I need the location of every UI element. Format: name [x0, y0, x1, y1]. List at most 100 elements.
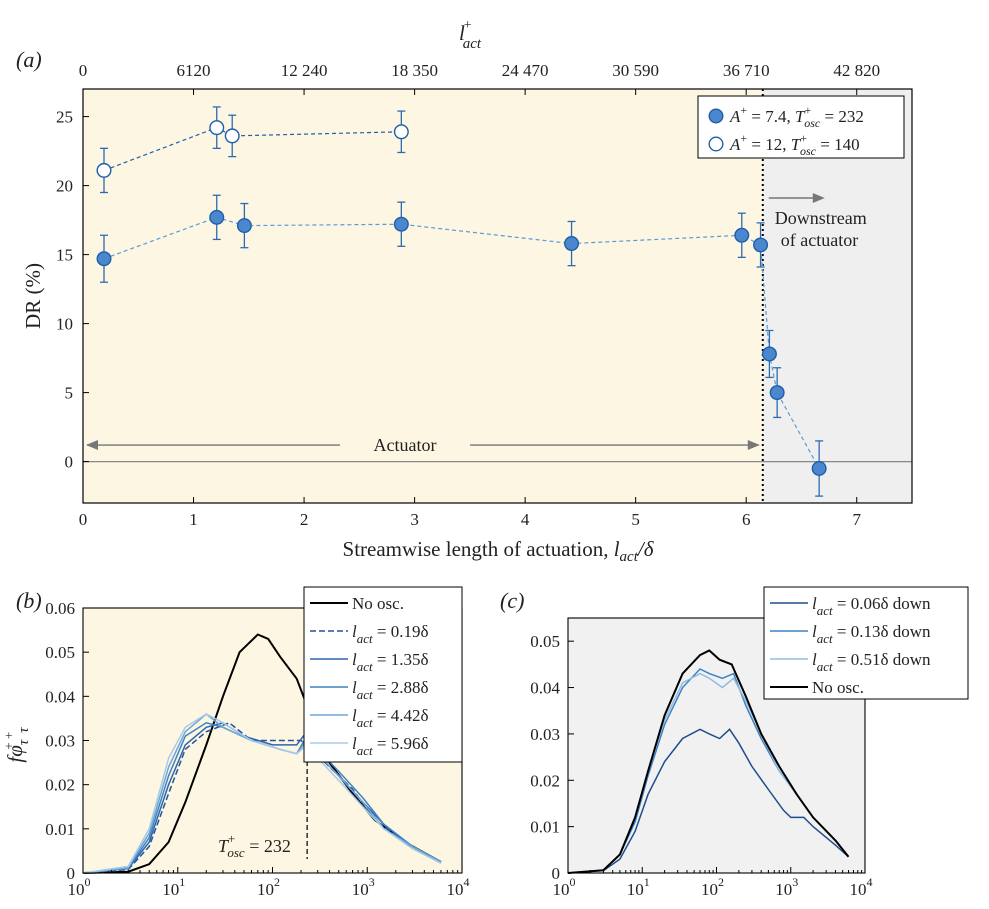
- legend-sym: l: [812, 594, 817, 613]
- legend-sym: l: [352, 706, 357, 725]
- tosc-annotation: T+ osc = 232: [218, 831, 291, 860]
- y-tick-label: 15: [56, 246, 73, 265]
- top-tick-label: 0: [79, 61, 88, 80]
- series-line-5: [82, 713, 442, 874]
- x-axis-label-tail: /δ: [637, 537, 655, 561]
- tosc-val: = 232: [245, 836, 291, 856]
- x-tick-label: 103: [352, 875, 375, 899]
- legend-sub: act: [357, 743, 373, 758]
- data-point: [564, 236, 580, 252]
- panel-label-a: (a): [16, 47, 42, 72]
- legend-sup: +: [804, 103, 811, 117]
- y-tick-label: 0: [552, 864, 561, 883]
- legend-entry: lact = 2.88δ: [352, 678, 428, 702]
- legend-entry: lact = 1.35δ: [352, 650, 428, 674]
- x-tick-label: 3: [410, 510, 419, 529]
- legend-sub: osc: [800, 144, 817, 158]
- legend-sub: act: [817, 631, 833, 646]
- actuator-region: [83, 89, 763, 503]
- tosc-sup: +: [228, 831, 235, 846]
- arrow-head-icon: [86, 440, 98, 451]
- legend-sup: +: [740, 103, 747, 117]
- legend-c: lact = 0.06δ down lact = 0.13δ down lact =…: [763, 586, 969, 700]
- tick-base: 10: [850, 880, 867, 899]
- y-tick-label: 0.03: [530, 725, 560, 744]
- series-line: [103, 216, 820, 469]
- ylabel-f: f: [3, 754, 27, 763]
- tick-base: 10: [162, 880, 179, 899]
- x-tick-label: 100: [68, 875, 91, 899]
- series-line: [103, 126, 402, 171]
- legend-a-sym: A: [729, 135, 741, 154]
- y-tick-label: 0.01: [530, 818, 560, 837]
- tick-base: 10: [701, 880, 718, 899]
- tick-base: 10: [352, 880, 369, 899]
- series-line-3: [567, 649, 850, 874]
- y-tick-label: 5: [65, 384, 74, 403]
- data-point: [734, 227, 750, 243]
- data-point: [761, 346, 777, 362]
- legend-box: [697, 95, 905, 159]
- tick-exp: 0: [85, 875, 91, 889]
- legend-t-sym: T: [795, 107, 806, 126]
- x-tick-label: 104: [447, 875, 470, 899]
- legend-entry: lact = 0.13δ down: [812, 622, 931, 646]
- legend-text: = 0.19δ: [373, 622, 429, 641]
- x-tick-label: 6: [742, 510, 751, 529]
- data-point: [753, 237, 769, 253]
- legend-text: No osc.: [812, 678, 864, 697]
- legend-sym: l: [352, 734, 357, 753]
- top-tick-label: 24 470: [502, 61, 549, 80]
- tick-base: 10: [68, 880, 85, 899]
- tick-base: 10: [775, 880, 792, 899]
- downstream-label: of actuator: [781, 230, 858, 250]
- legend-val: = 232: [820, 107, 864, 126]
- plot-frame-a: [82, 88, 913, 504]
- arrow-head-icon: [747, 440, 760, 451]
- tosc-sub: osc: [227, 845, 245, 860]
- x-tick-label: 103: [775, 875, 798, 899]
- arrow-head-icon: [812, 193, 825, 203]
- y-tick-label: 0: [67, 864, 76, 883]
- top-tick-label: 42 820: [833, 61, 880, 80]
- legend-sym: l: [812, 622, 817, 641]
- x-tick-label: 101: [162, 875, 185, 899]
- legend-box: [303, 586, 463, 763]
- ylabel-phi: φ: [3, 745, 27, 757]
- panel-label-b: (b): [16, 588, 42, 613]
- legend-entry: lact = 4.42δ: [352, 706, 428, 730]
- series-group: [82, 633, 442, 874]
- data-point: [769, 385, 785, 401]
- legend-entry: lact = 5.96δ: [352, 734, 428, 758]
- legend-text: = 5.96δ: [373, 734, 429, 753]
- downstream-label: Downstream: [775, 208, 867, 228]
- legend-text: No osc.: [352, 594, 404, 613]
- series-line-0: [567, 728, 849, 874]
- tosc-sym: T: [218, 836, 230, 856]
- x-axis-label-a: Streamwise length of actuation, lact/δ: [343, 537, 655, 565]
- data-point: [393, 216, 409, 232]
- y-tick-label: 0.02: [530, 771, 560, 790]
- legend-entry: lact = 0.51δ down: [812, 650, 931, 674]
- tick-base: 10: [257, 880, 274, 899]
- top-tick-label: 36 710: [723, 61, 770, 80]
- tick-base: 10: [627, 880, 644, 899]
- legend-sym: l: [352, 622, 357, 641]
- legend-entry: A+ = 12, T+ osc = 140: [729, 131, 860, 158]
- data-point: [811, 461, 827, 477]
- y-axis-label-b: fφτ+ +τ: [1, 727, 32, 763]
- y-tick-label: 0.02: [45, 776, 75, 795]
- data-point: [96, 251, 112, 267]
- top-axis-label: l+ act: [459, 18, 482, 52]
- x-axis-label-symbol: l: [614, 537, 620, 561]
- legend-sym: l: [352, 650, 357, 669]
- x-tick-label: 0: [79, 510, 88, 529]
- x-tick-label: 102: [701, 875, 724, 899]
- legend-sub: act: [357, 659, 373, 674]
- x-tick-label: 7: [852, 510, 861, 529]
- legend-entry: lact = 0.06δ down: [812, 594, 931, 618]
- legend-val: = 7.4,: [747, 107, 795, 126]
